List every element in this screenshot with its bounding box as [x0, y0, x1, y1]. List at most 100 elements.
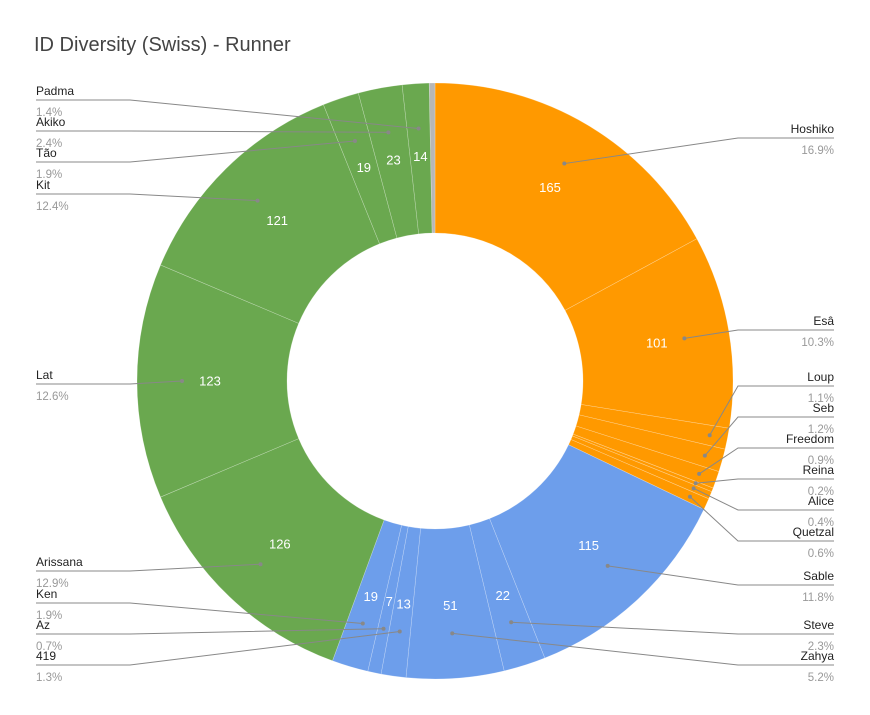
- label-kit: Kit 12.4%: [36, 178, 260, 213]
- label-name: Seb: [813, 401, 835, 415]
- value-label-hoshiko: 165: [539, 180, 561, 195]
- label-percent: 1.2%: [808, 424, 834, 436]
- leader-line: [36, 140, 355, 163]
- label-name: Tão: [36, 146, 57, 160]
- leader-dot: [691, 486, 696, 491]
- label-name: Sable: [803, 569, 834, 583]
- leader-line: [36, 380, 183, 385]
- label-percent: 12.6%: [36, 391, 69, 403]
- slice-kit: [160, 104, 380, 324]
- label-percent: 0.4%: [808, 517, 834, 529]
- leader-line: [693, 487, 834, 511]
- label-name: Padma: [36, 84, 74, 98]
- label-percent: 0.6%: [808, 548, 834, 560]
- value-label-t-o: 19: [357, 160, 371, 175]
- label-name: Zahya: [801, 649, 835, 663]
- slice-akiko: [357, 84, 419, 239]
- value-label-kit: 121: [266, 213, 288, 228]
- label-freedom: Freedom 0.9%: [697, 432, 834, 476]
- leader-dot: [605, 563, 610, 568]
- value-label-es-: 101: [646, 336, 668, 351]
- leader-line: [36, 563, 261, 572]
- value-label-419: 13: [396, 596, 410, 611]
- leader-line: [684, 329, 834, 339]
- leader-line: [36, 130, 389, 133]
- label-es-: Esâ 10.3%: [682, 314, 834, 349]
- leader-dot: [360, 621, 365, 626]
- slices: [136, 82, 734, 680]
- label-loup: Loup 1.1%: [707, 370, 834, 438]
- label-name: Reina: [803, 463, 835, 477]
- label-name: Az: [36, 618, 50, 632]
- label-name: Alice: [808, 494, 834, 508]
- slice-az: [367, 524, 409, 675]
- chart-title: ID Diversity (Swiss) - Runner: [34, 34, 291, 56]
- slice-value-labels: 165 101 115 22 51 137 19 126 123 121 19 23 14: [199, 149, 667, 613]
- value-label-zahya: 51: [443, 598, 457, 613]
- leader-line: [704, 416, 834, 456]
- leader-dot: [352, 139, 357, 144]
- label-percent: 0.2%: [808, 486, 834, 498]
- leader-line: [564, 137, 834, 165]
- slice-quetzal: [568, 439, 710, 510]
- label-steve: Steve 2.3%: [509, 618, 834, 653]
- leader-dot: [386, 130, 391, 135]
- slice-steve: [468, 518, 546, 672]
- value-label-steve: 22: [495, 588, 509, 603]
- leader-dot: [450, 631, 455, 636]
- leader-line: [695, 478, 834, 484]
- label-name: Arissana: [36, 555, 83, 569]
- slice-arissana: [160, 438, 385, 662]
- value-label-az: 7: [386, 594, 393, 609]
- label-percent: 2.4%: [36, 138, 62, 150]
- label-percent: 12.4%: [36, 201, 69, 213]
- label-percent: 1.4%: [36, 107, 62, 119]
- label-name: Quetzal: [793, 525, 834, 539]
- label-lat: Lat 12.6%: [36, 368, 184, 403]
- label-ken: Ken 1.9%: [36, 587, 365, 626]
- label-percent: 5.2%: [808, 672, 834, 684]
- label-percent: 1.1%: [808, 393, 834, 405]
- slice-es-: [564, 238, 734, 429]
- leader-dot: [180, 379, 184, 383]
- label-zahya: Zahya 5.2%: [450, 631, 834, 684]
- label-padma: Padma 1.4%: [36, 84, 421, 131]
- slice-ken: [332, 519, 402, 672]
- value-label-arissana: 126: [269, 536, 291, 551]
- leader-line: [36, 193, 258, 202]
- label-sable: Sable 11.8%: [605, 563, 834, 604]
- value-label-lat: 123: [199, 374, 221, 389]
- leader-line: [452, 632, 834, 666]
- label-name: Steve: [803, 618, 834, 632]
- leader-line: [709, 385, 834, 436]
- leader-dot: [416, 126, 421, 131]
- leader-dot: [697, 471, 702, 476]
- label-percent: 11.8%: [802, 592, 834, 604]
- label-quetzal: Quetzal 0.6%: [687, 494, 834, 560]
- leader-line: [36, 631, 400, 666]
- label-percent: 1.9%: [36, 169, 62, 181]
- leader-dot: [693, 481, 698, 486]
- label-name: Akiko: [36, 115, 66, 129]
- leader-line: [607, 565, 834, 586]
- label-percent: 2.3%: [808, 641, 834, 653]
- label-percent: 0.7%: [36, 641, 62, 653]
- label-t-o: Tão 1.9%: [36, 139, 357, 181]
- label-name: Esâ: [813, 314, 834, 328]
- slice-reina: [572, 433, 714, 493]
- label-reina: Reina 0.2%: [693, 463, 835, 498]
- label-seb: Seb 1.2%: [702, 401, 835, 458]
- label-name: Lat: [36, 368, 53, 382]
- leader-dot: [562, 161, 567, 166]
- leader-line: [511, 621, 834, 635]
- label-419: 419 1.3%: [36, 629, 402, 684]
- label-name: Loup: [807, 370, 834, 384]
- legend-labels: Hoshiko 16.9% Esâ 10.3% Loup 1.1%Seb 1.2%Freed…: [36, 84, 834, 684]
- leader-dot: [682, 336, 687, 341]
- value-label-akiko: 23: [386, 152, 400, 167]
- label-percent: 1.3%: [36, 672, 62, 684]
- leader-line: [36, 628, 384, 635]
- slice-freedom: [572, 425, 720, 489]
- slice-sable: [489, 444, 705, 659]
